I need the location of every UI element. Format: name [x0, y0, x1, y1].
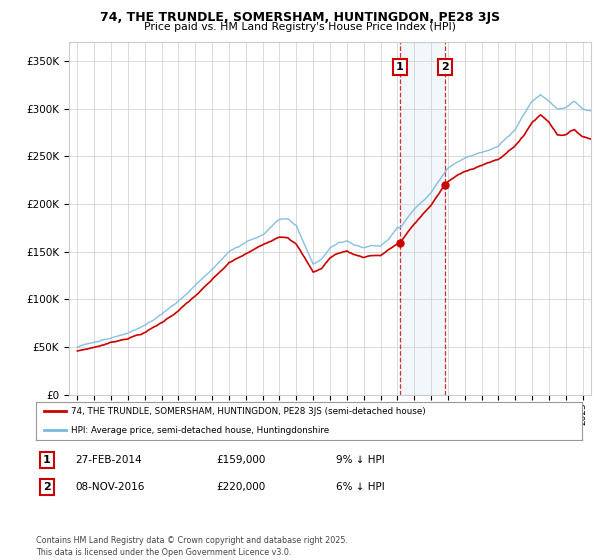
Bar [400, 42, 445, 395]
Text: £159,000: £159,000 [216, 455, 265, 465]
Text: 2: 2 [442, 62, 449, 72]
Text: HPI: Average price, semi-detached house, Huntingdonshire: HPI: Average price, semi-detached house,… [71, 426, 329, 435]
Text: Contains HM Land Registry data © Crown copyright and database right 2025.
This d: Contains HM Land Registry data © Crown c… [36, 536, 348, 557]
Text: 6% ↓ HPI: 6% ↓ HPI [336, 482, 385, 492]
Text: Price paid vs. HM Land Registry's House Price Index (HPI): Price paid vs. HM Land Registry's House … [144, 22, 456, 32]
Text: 2: 2 [43, 482, 50, 492]
Text: 74, THE TRUNDLE, SOMERSHAM, HUNTINGDON, PE28 3JS: 74, THE TRUNDLE, SOMERSHAM, HUNTINGDON, … [100, 11, 500, 24]
Text: 27-FEB-2014: 27-FEB-2014 [75, 455, 142, 465]
Text: £220,000: £220,000 [216, 482, 265, 492]
Text: 08-NOV-2016: 08-NOV-2016 [75, 482, 145, 492]
Text: 1: 1 [43, 455, 50, 465]
Text: 9% ↓ HPI: 9% ↓ HPI [336, 455, 385, 465]
Text: 74, THE TRUNDLE, SOMERSHAM, HUNTINGDON, PE28 3JS (semi-detached house): 74, THE TRUNDLE, SOMERSHAM, HUNTINGDON, … [71, 407, 426, 416]
Text: 1: 1 [396, 62, 404, 72]
